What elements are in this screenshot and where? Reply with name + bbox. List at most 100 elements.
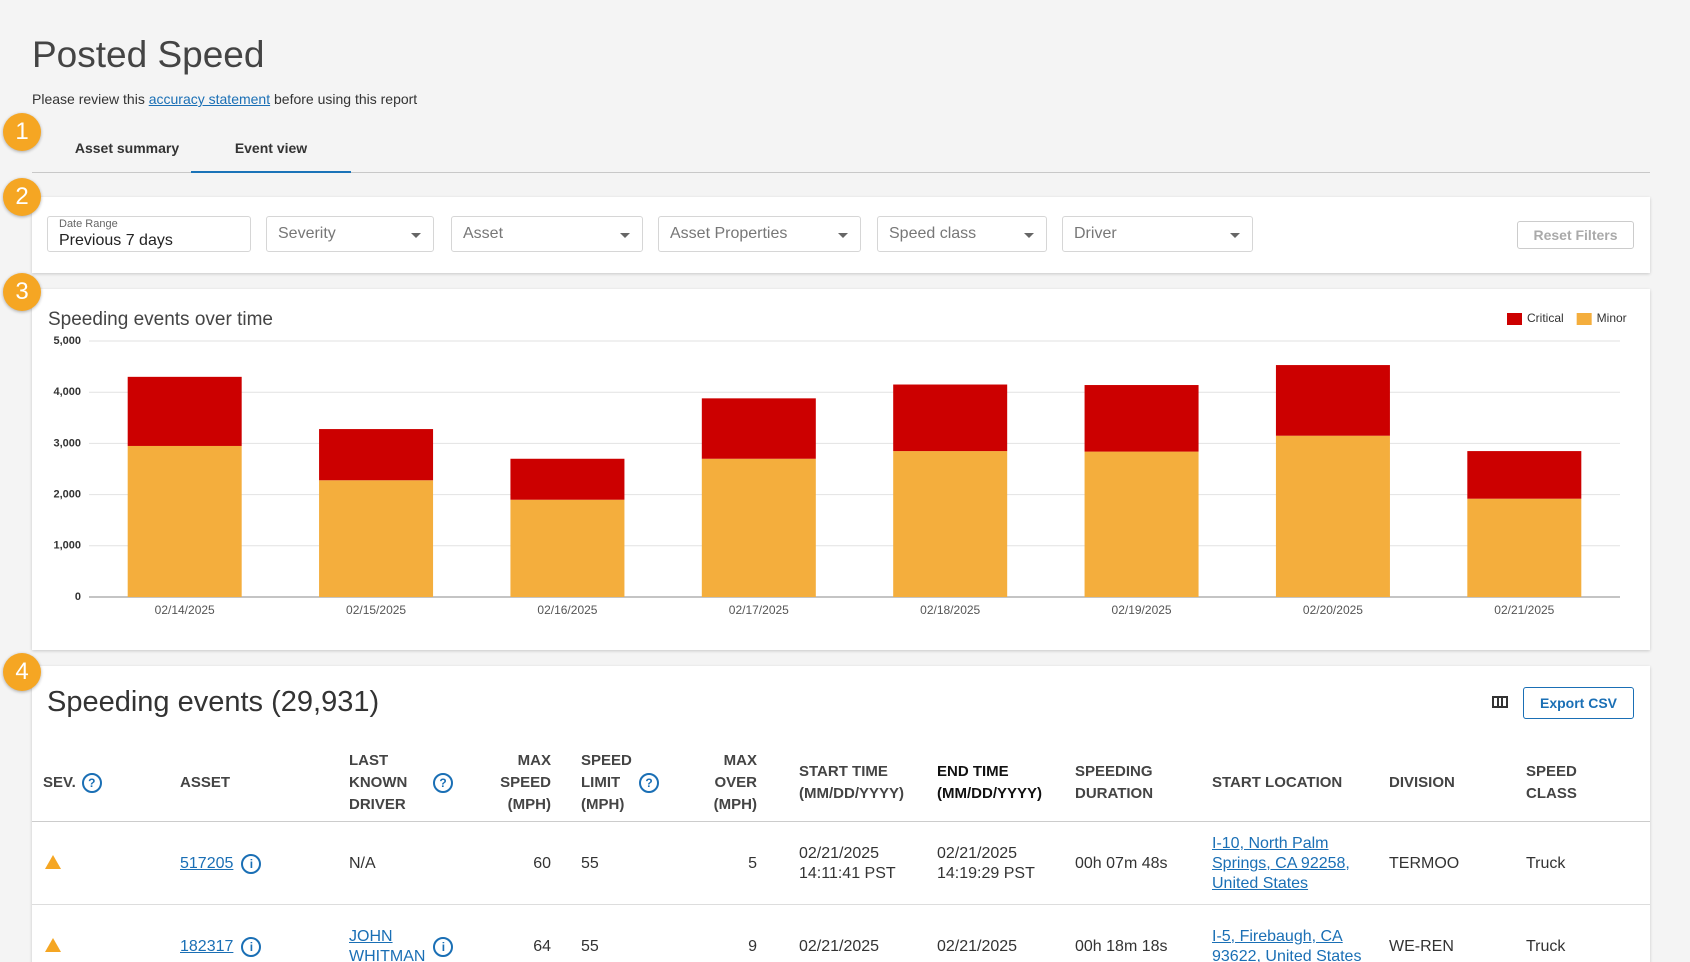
x-tick-label: 02/16/2025	[537, 603, 597, 617]
cell-text: TERMOO	[1389, 854, 1460, 872]
table-cell: 00h 07m 48s	[1075, 822, 1190, 905]
column-header[interactable]: START TIME (MM/DD/YYYY)	[799, 745, 924, 821]
legend-label: Minor	[1597, 311, 1627, 325]
column-header[interactable]: ASSET	[180, 745, 330, 821]
cell-text: 02/21/2025 14:11:41 PST	[799, 844, 896, 882]
table-cell: WE-REN	[1389, 905, 1499, 962]
bar-segment	[127, 376, 242, 446]
cell-text: 9	[748, 937, 757, 955]
column-header[interactable]: SPEED CLASS	[1526, 745, 1596, 821]
cell-text: 64	[533, 937, 551, 955]
bar-segment	[1084, 451, 1199, 597]
row-divider	[32, 904, 1650, 905]
x-tick-label: 02/19/2025	[1112, 603, 1172, 617]
column-header[interactable]: MAX SPEED (MPH)	[481, 745, 551, 821]
dropdown[interactable]: Driver	[1062, 216, 1253, 252]
dropdown[interactable]: Asset	[451, 216, 643, 252]
column-header[interactable]: END TIME (MM/DD/YYYY)	[937, 745, 1062, 821]
column-header[interactable]: SPEEDING DURATION	[1075, 745, 1190, 821]
bar-segment	[1467, 451, 1582, 499]
column-header[interactable]: START LOCATION	[1212, 745, 1362, 821]
cell-text: 60	[533, 854, 551, 872]
cell-link[interactable]: I-5, Firebaugh, CA 93622, United States	[1212, 927, 1362, 962]
cell-text: 5	[748, 854, 757, 872]
bar-segment	[1275, 435, 1390, 597]
cell-text: Truck	[1526, 854, 1566, 872]
header-label: SPEED LIMIT (MPH)	[581, 752, 632, 813]
column-header[interactable]: SPEED LIMIT (MPH)?	[581, 745, 663, 821]
cell-link[interactable]: 182317	[180, 937, 234, 955]
column-header[interactable]: LAST KNOWN DRIVER?	[349, 745, 457, 821]
cell-text: Truck	[1526, 937, 1566, 955]
bar-segment	[701, 398, 816, 459]
y-tick-label: 4,000	[53, 386, 81, 398]
columns-icon[interactable]	[1492, 696, 1508, 708]
bar-segment	[510, 499, 625, 597]
table-cell: 5	[697, 822, 757, 905]
y-tick-label: 5,000	[53, 335, 81, 347]
bar-segment	[319, 480, 434, 597]
reset-filters[interactable]: Reset Filters	[1517, 221, 1634, 249]
tab[interactable]: Event view	[234, 140, 308, 156]
cell-text: 00h 18m 18s	[1075, 937, 1168, 955]
table-cell: 9	[697, 905, 757, 962]
y-tick-label: 2,000	[53, 489, 81, 501]
table-cell: TERMOO	[1389, 822, 1499, 905]
x-tick-label: 02/14/2025	[155, 603, 215, 617]
column-header[interactable]: MAX OVER (MPH)	[697, 745, 757, 821]
chart-title: Speeding events over time	[48, 309, 273, 330]
info-icon[interactable]: i	[241, 853, 262, 874]
active-tab-indicator	[191, 171, 351, 173]
info-icon[interactable]: i	[241, 936, 262, 957]
table-title: Speeding events (29,931)	[47, 686, 380, 718]
cell-link[interactable]: 517205	[180, 854, 234, 872]
dropdown[interactable]: Severity	[266, 216, 434, 252]
x-tick-label: 02/18/2025	[920, 603, 980, 617]
y-tick-label: 1,000	[53, 540, 81, 552]
table-cell: 02/21/2025 14:19:29 PST	[937, 822, 1062, 905]
cell-text: 02/21/2025 14:19:29 PST	[937, 844, 1035, 882]
legend-swatch	[1507, 313, 1522, 325]
cell-text: 02/21/2025	[937, 937, 1018, 955]
bar-segment	[893, 451, 1008, 597]
callout: 3	[3, 273, 41, 311]
column-header[interactable]: DIVISION	[1389, 745, 1499, 821]
y-tick-label: 3,000	[53, 437, 81, 449]
severity-icon	[45, 938, 61, 952]
bar-segment	[1084, 385, 1199, 452]
date-range[interactable]: Date Range Previous 7 days	[47, 216, 251, 252]
bar-segment	[510, 458, 625, 500]
date-range-value: Previous 7 days	[59, 232, 173, 249]
header-label: DIVISION	[1389, 774, 1455, 791]
dropdown[interactable]: Asset Properties	[658, 216, 861, 252]
header-label: START TIME (MM/DD/YYYY)	[799, 763, 904, 802]
callout: 4	[3, 653, 41, 691]
x-tick-label: 02/20/2025	[1303, 603, 1363, 617]
cell-link[interactable]: JOHN WHITMAN	[349, 927, 426, 962]
table-cell: 60	[481, 822, 551, 905]
table-cell: 517205 i	[180, 822, 330, 905]
help-icon: ?	[639, 773, 659, 793]
export-csv[interactable]: Export CSV	[1523, 687, 1634, 719]
table-cell: 55	[581, 905, 633, 962]
table-cell: JOHN WHITMAN i	[349, 905, 454, 962]
info-icon[interactable]: i	[433, 936, 454, 957]
header-label: START LOCATION	[1212, 774, 1343, 791]
header-label: SPEED CLASS	[1526, 763, 1577, 802]
header-label: SPEEDING DURATION	[1075, 763, 1154, 802]
tab[interactable]: Asset summary	[74, 140, 180, 156]
cell-text: 55	[581, 854, 599, 872]
dropdown[interactable]: Speed class	[877, 216, 1047, 252]
row-divider	[32, 821, 1650, 822]
cell-text: 55	[581, 937, 599, 955]
bar-segment	[319, 429, 434, 481]
cell-text: N/A	[349, 854, 376, 872]
accuracy-link[interactable]: accuracy statement	[148, 91, 271, 107]
header-label: LAST KNOWN DRIVER	[349, 752, 408, 813]
cell-link[interactable]: I-10, North Palm Springs, CA 92258, Unit…	[1212, 834, 1350, 892]
callout: 1	[3, 113, 41, 151]
column-header[interactable]: SEV.?	[43, 745, 103, 821]
table-cell: Truck	[1526, 822, 1596, 905]
